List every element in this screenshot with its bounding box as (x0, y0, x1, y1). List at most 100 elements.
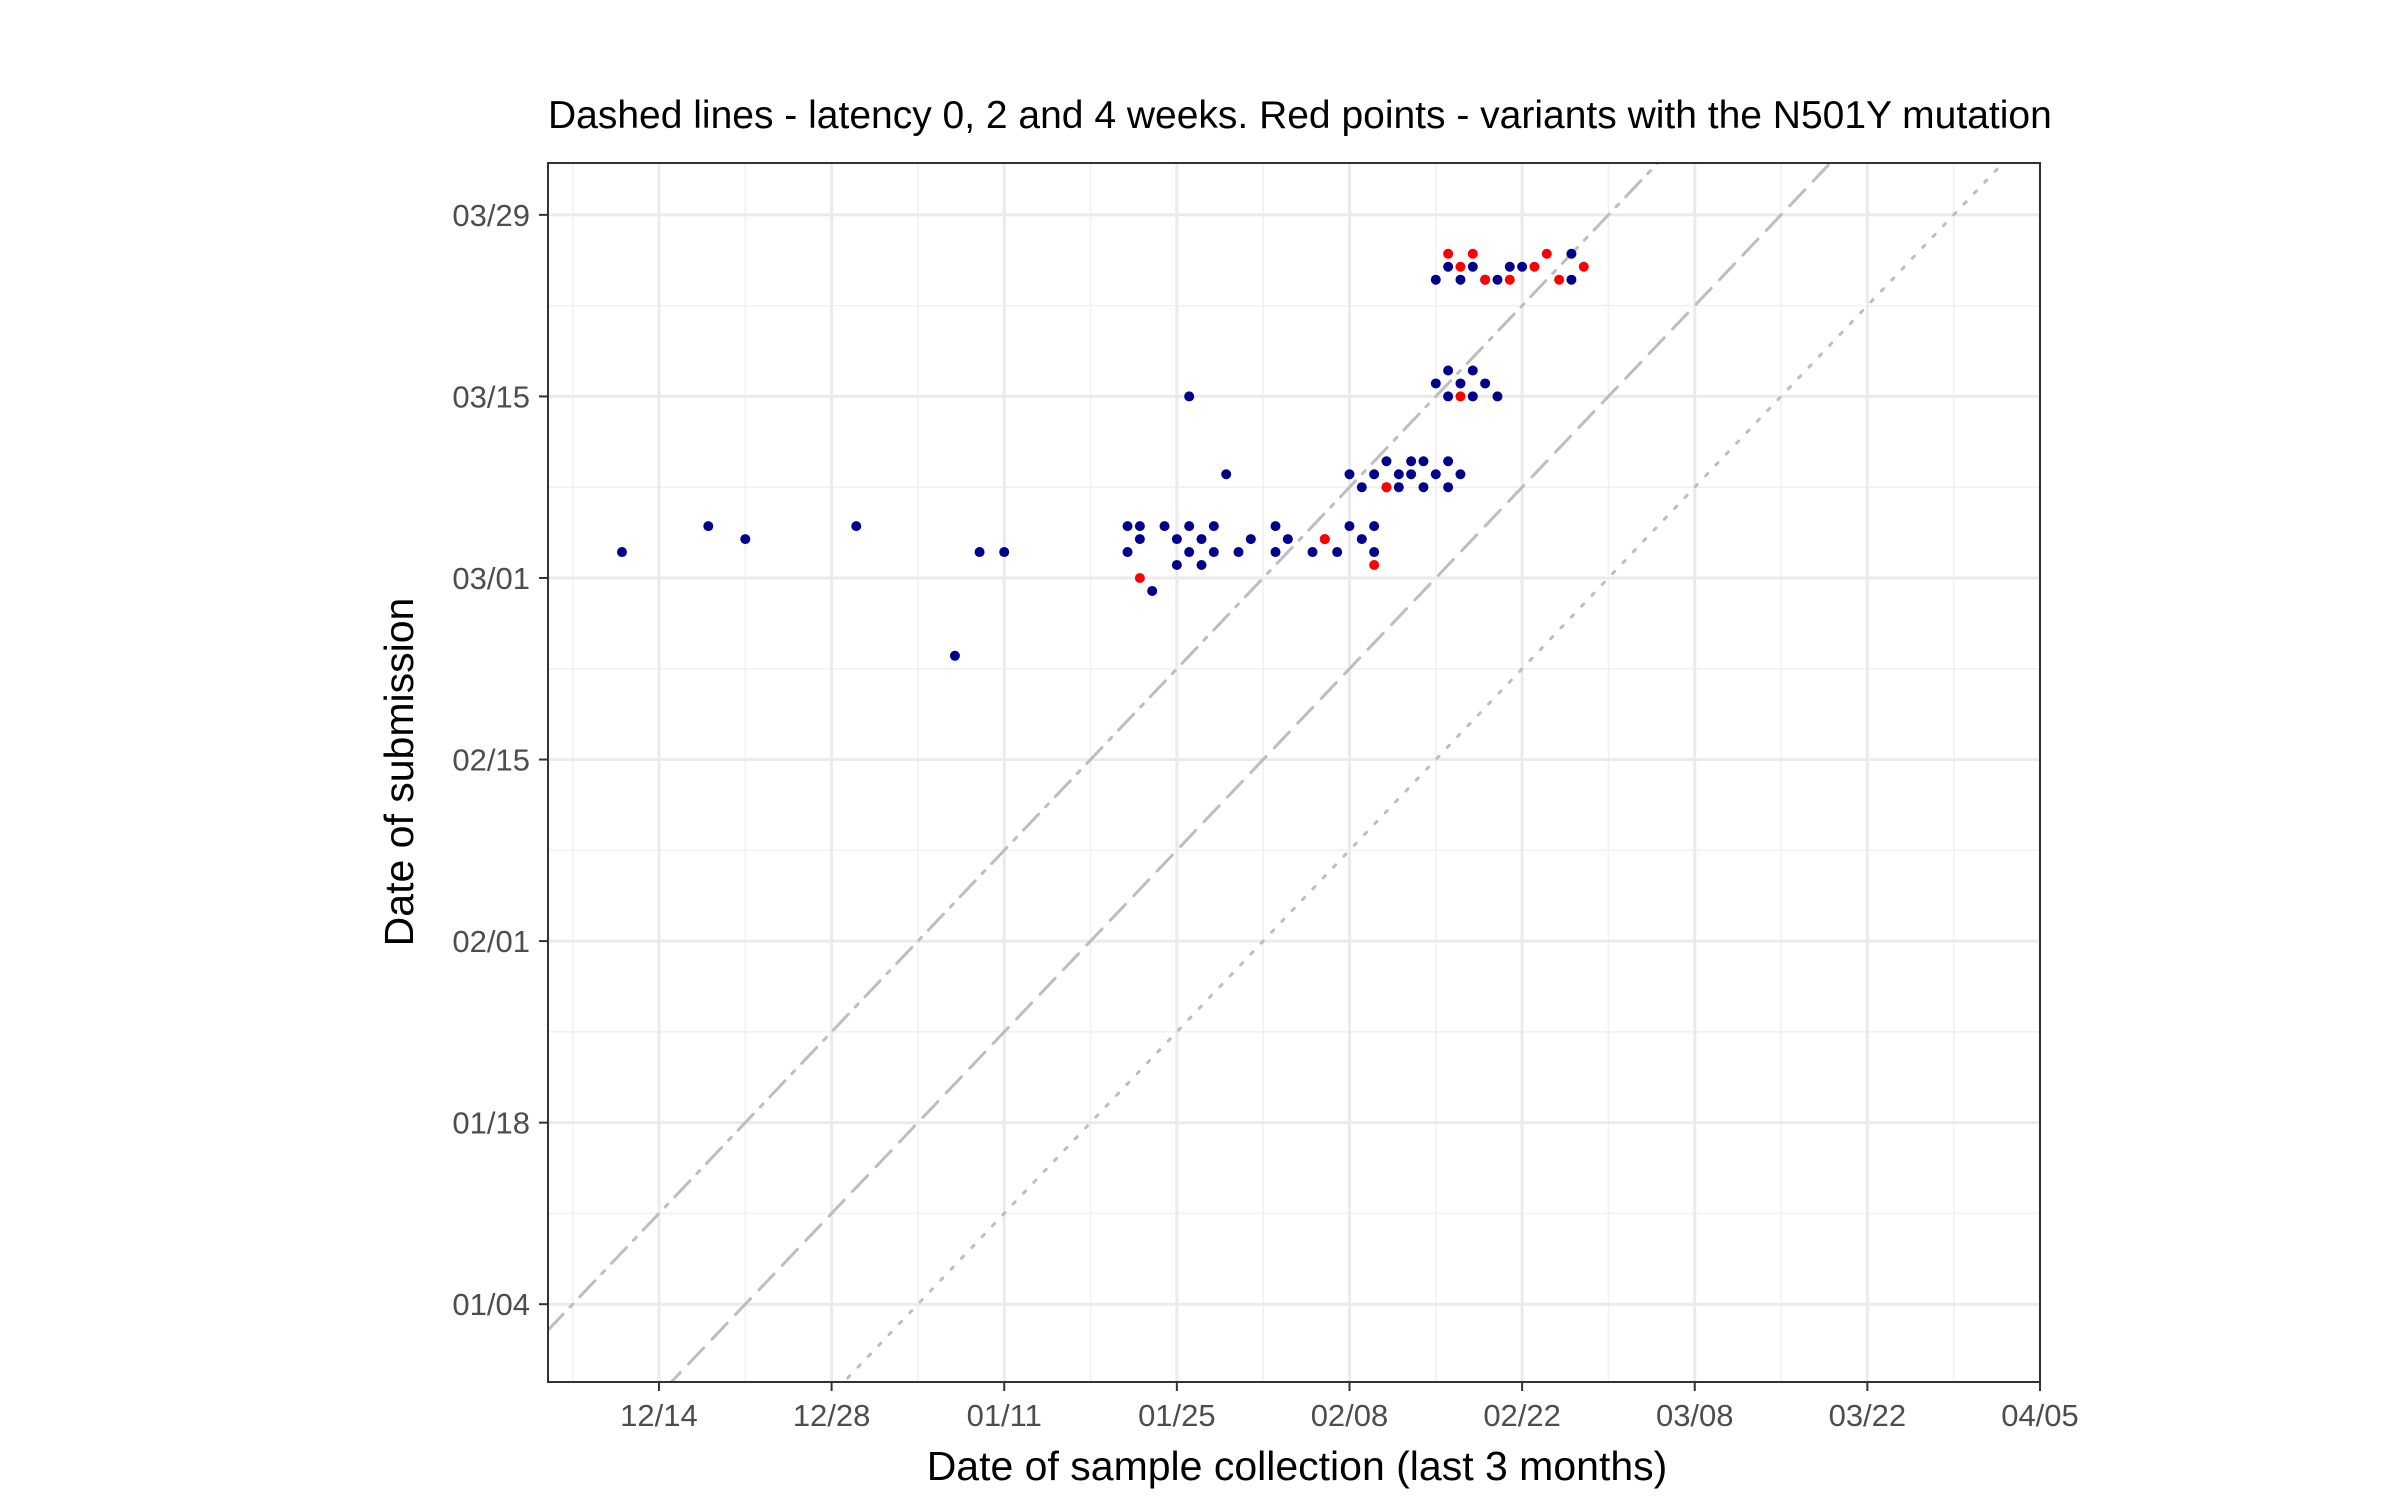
data-point (974, 547, 985, 558)
data-point (1233, 547, 1244, 558)
n501y-data-point (1554, 274, 1565, 285)
reference-lines (548, 163, 2006, 1382)
data-point (1430, 274, 1441, 285)
n501y-data-point (1369, 560, 1380, 571)
x-tick-label: 12/28 (793, 1398, 871, 1433)
data-point (740, 534, 751, 545)
x-tick-label: 01/11 (967, 1398, 1042, 1433)
y-tick-label: 01/18 (452, 1106, 530, 1141)
y-tick-label: 03/01 (452, 561, 530, 596)
data-point (1245, 534, 1256, 545)
data-point (1406, 469, 1417, 480)
data-point (1344, 521, 1355, 532)
data-point (1196, 534, 1207, 545)
data-point (1159, 521, 1170, 532)
n501y-data-point (1381, 482, 1392, 493)
data-point (1566, 248, 1577, 259)
data-point (1393, 469, 1404, 480)
data-point (1492, 391, 1503, 402)
data-point (1282, 534, 1293, 545)
data-point (1455, 469, 1466, 480)
x-tick-label: 01/25 (1138, 1398, 1216, 1433)
data-point (1171, 534, 1182, 545)
y-axis: 01/04 01/18 02/01 02/15 03/01 03/15 03/29 (452, 198, 548, 1322)
data-point (1430, 378, 1441, 389)
data-point (1443, 456, 1454, 467)
data-point (1208, 521, 1219, 532)
latency-2-weeks-line (669, 163, 1833, 1382)
data-point (1356, 534, 1367, 545)
data-point (1566, 274, 1577, 285)
n501y-data-point (1134, 572, 1145, 583)
data-point (1455, 274, 1466, 285)
n501y-data-point (1455, 261, 1466, 272)
y-tick-label: 01/04 (452, 1287, 530, 1322)
data-point (1270, 547, 1281, 558)
n501y-data-point (1480, 274, 1491, 285)
x-tick-label: 02/08 (1311, 1398, 1389, 1433)
chart-title: Dashed lines - latency 0, 2 and 4 weeks.… (548, 94, 2052, 137)
y-tick-label: 03/15 (452, 379, 530, 414)
data-point (1406, 456, 1417, 467)
grid-lines (548, 163, 2040, 1382)
data-point (703, 521, 714, 532)
data-point (851, 521, 862, 532)
data-point (1134, 534, 1145, 545)
n501y-data-point (1443, 248, 1454, 259)
data-point (1369, 547, 1380, 558)
y-tick-label: 02/15 (452, 743, 530, 778)
data-point (1196, 560, 1207, 571)
data-point (1122, 521, 1133, 532)
data-point (999, 547, 1010, 558)
data-point (1418, 456, 1429, 467)
data-point (1455, 378, 1466, 389)
x-tick-label: 02/22 (1483, 1398, 1561, 1433)
n501y-data-point (1455, 391, 1466, 402)
data-point (616, 547, 627, 558)
data-point (1467, 391, 1478, 402)
plot-background (548, 163, 2040, 1382)
data-point (1369, 469, 1380, 480)
data-point (1147, 585, 1158, 596)
data-point (1443, 261, 1454, 272)
data-point (1430, 469, 1441, 480)
data-point (1492, 274, 1503, 285)
data-point (1122, 547, 1133, 558)
data-point (1443, 391, 1454, 402)
data-point (1369, 521, 1380, 532)
data-point (1467, 261, 1478, 272)
x-tick-label: 04/05 (2001, 1398, 2079, 1433)
data-point (1504, 261, 1515, 272)
data-point (1134, 521, 1145, 532)
data-point (1221, 469, 1232, 480)
data-point (1467, 365, 1478, 376)
y-axis-title: Date of submission (376, 598, 422, 947)
data-point (949, 650, 960, 661)
data-point (1307, 547, 1318, 558)
data-point (1356, 482, 1367, 493)
data-point (1517, 261, 1528, 272)
y-tick-label: 02/01 (452, 924, 530, 959)
plot-area (547, 162, 2041, 1383)
x-axis: 12/14 12/28 01/11 01/25 02/08 02/22 03/08 03/22… (620, 1382, 2079, 1433)
data-point (1344, 469, 1355, 480)
plot-border (547, 162, 2041, 1383)
data-point (1332, 547, 1343, 558)
data-point (1381, 456, 1392, 467)
data-point (1184, 547, 1195, 558)
y-tick-label: 03/29 (452, 198, 530, 233)
x-tick-label: 03/22 (1829, 1398, 1907, 1433)
data-point (1184, 391, 1195, 402)
data-point (1443, 365, 1454, 376)
latency-0-weeks-line (841, 163, 2006, 1382)
n501y-data-point (1578, 261, 1589, 272)
data-point (1393, 482, 1404, 493)
n501y-data-point (1467, 248, 1478, 259)
x-axis-title: Date of sample collection (last 3 months… (927, 1443, 1668, 1489)
data-point (1184, 521, 1195, 532)
n501y-data-point (1529, 261, 1540, 272)
n501y-data-point (1504, 274, 1515, 285)
x-tick-label: 12/14 (620, 1398, 698, 1433)
data-point (1171, 560, 1182, 571)
